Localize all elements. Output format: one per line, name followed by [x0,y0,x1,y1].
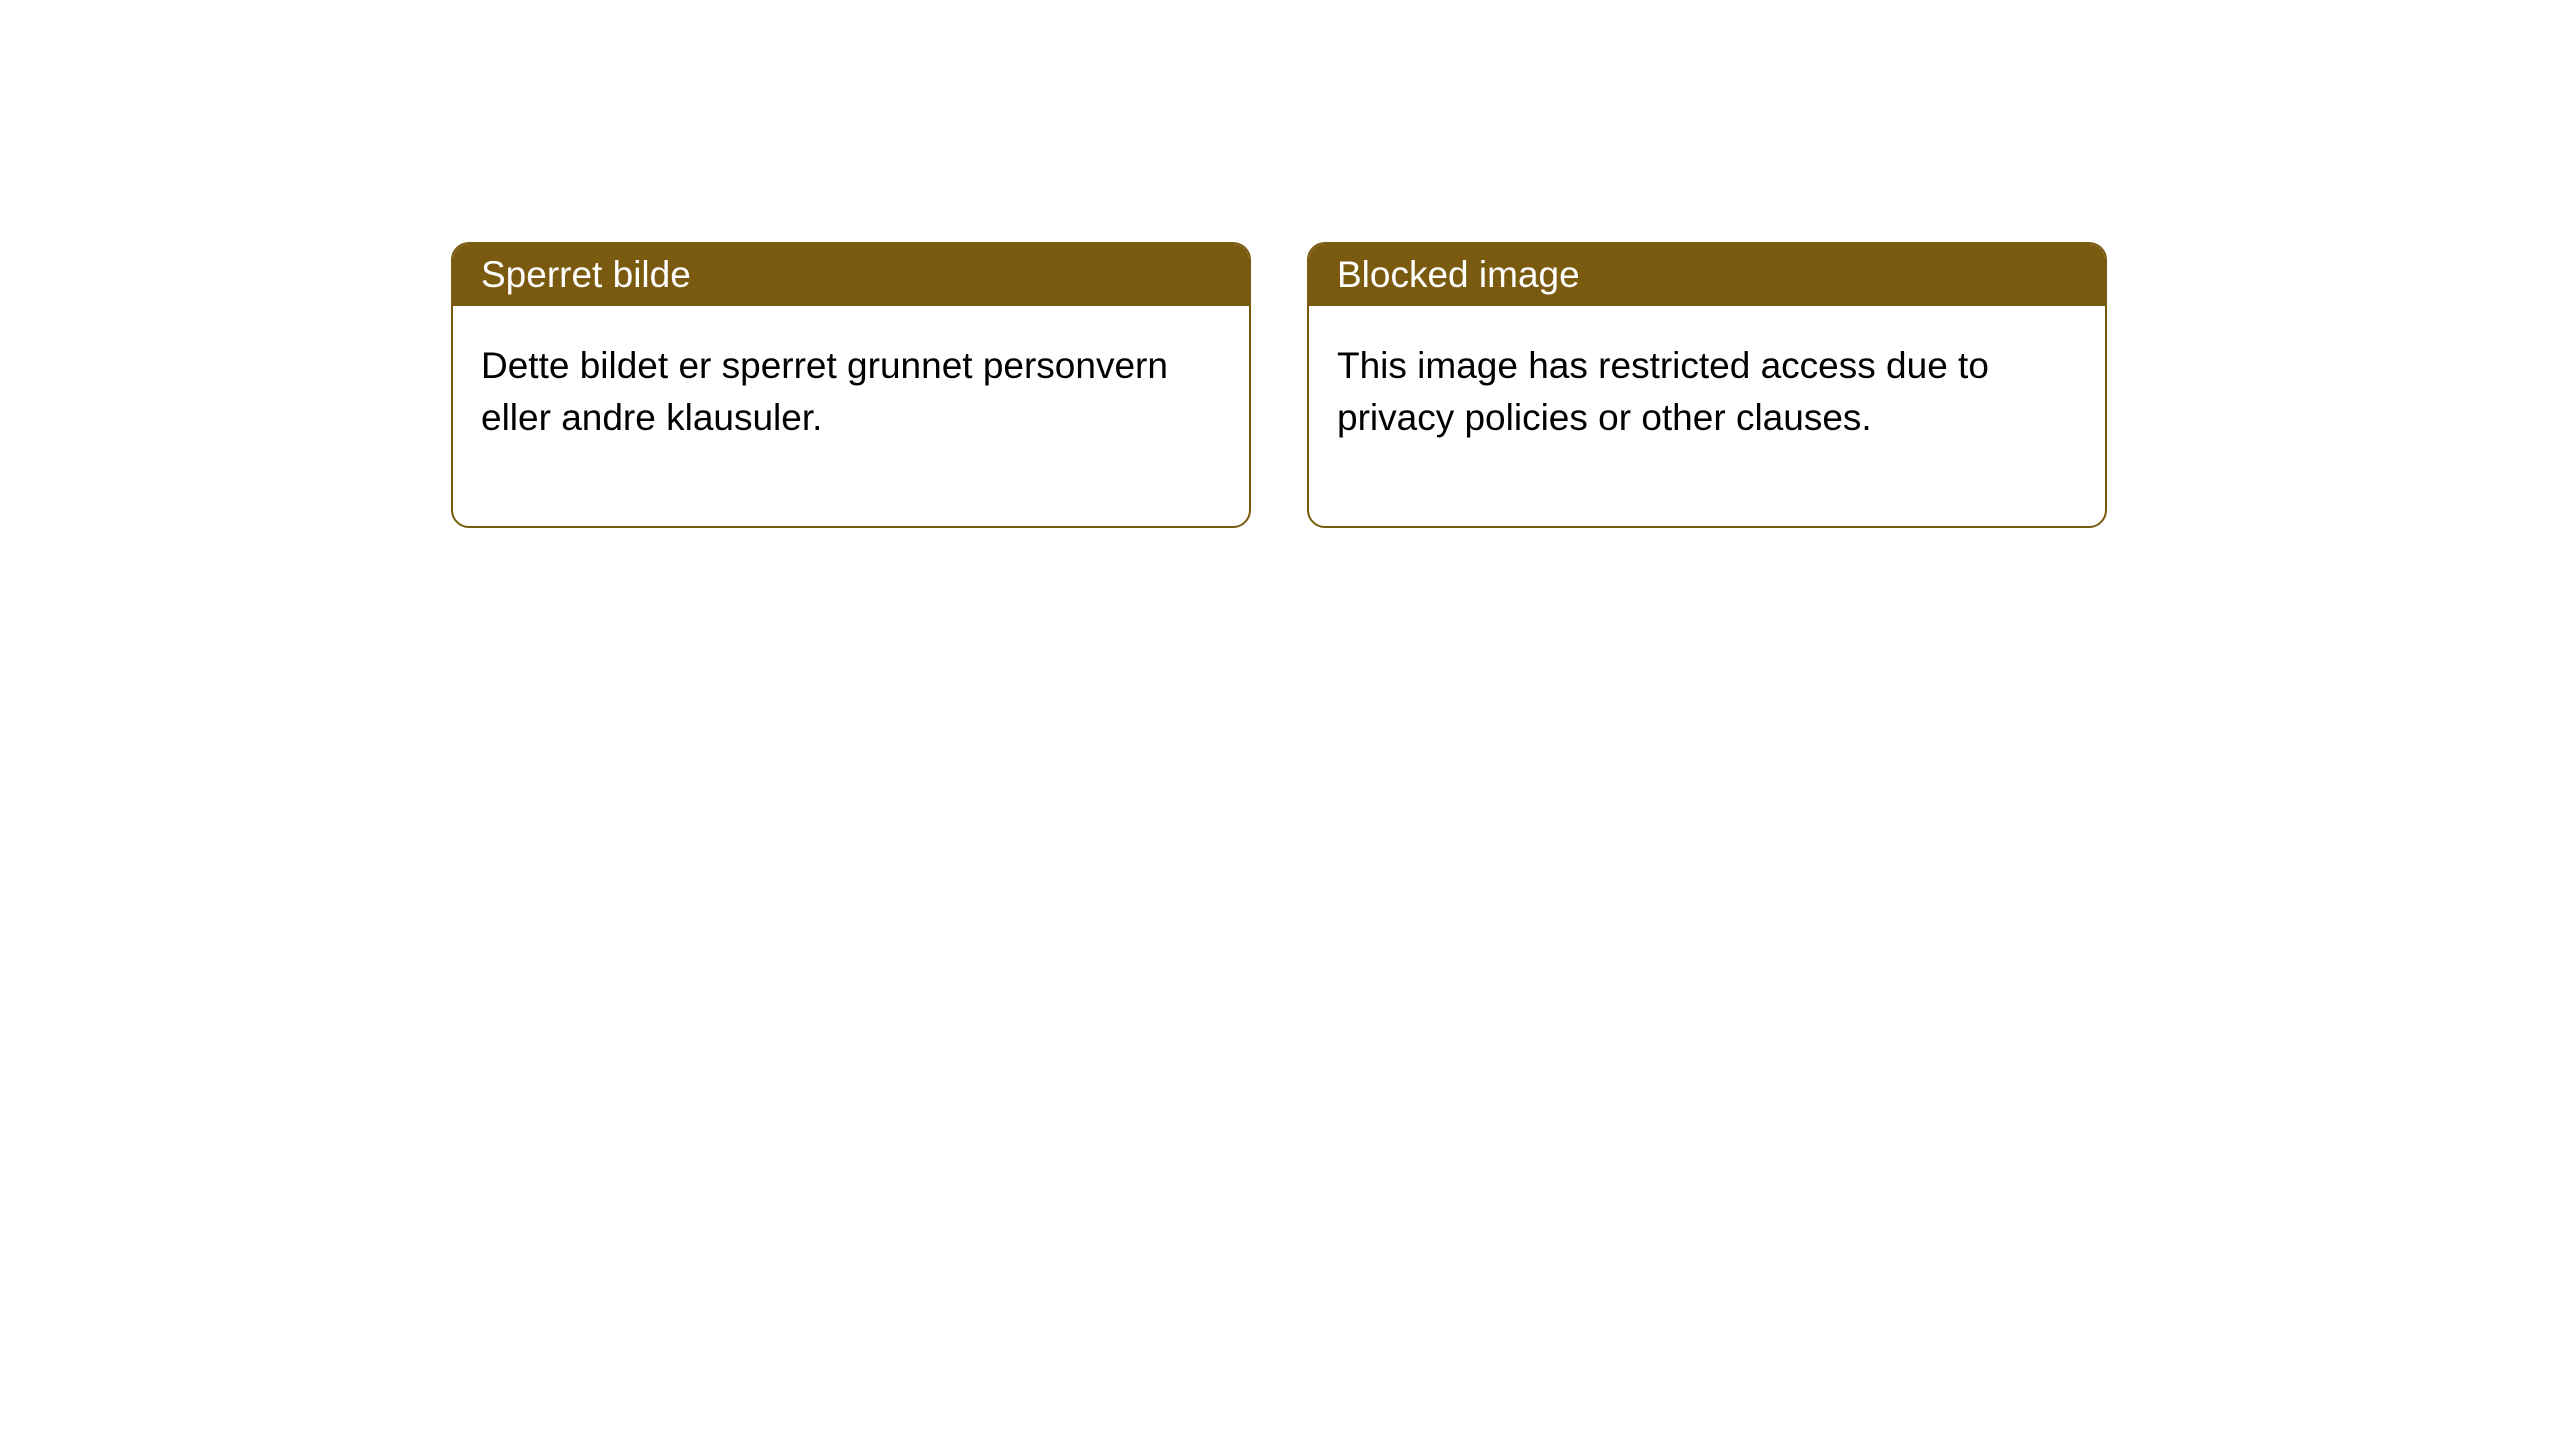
card-body: This image has restricted access due to … [1309,306,2105,526]
card-body-text: Dette bildet er sperret grunnet personve… [481,345,1168,438]
card-title: Blocked image [1337,254,1580,295]
card-norwegian: Sperret bilde Dette bildet er sperret gr… [451,242,1251,528]
card-header: Blocked image [1309,244,2105,306]
card-english: Blocked image This image has restricted … [1307,242,2107,528]
card-body: Dette bildet er sperret grunnet personve… [453,306,1249,526]
card-title: Sperret bilde [481,254,691,295]
card-body-text: This image has restricted access due to … [1337,345,1989,438]
card-header: Sperret bilde [453,244,1249,306]
cards-container: Sperret bilde Dette bildet er sperret gr… [451,242,2107,528]
